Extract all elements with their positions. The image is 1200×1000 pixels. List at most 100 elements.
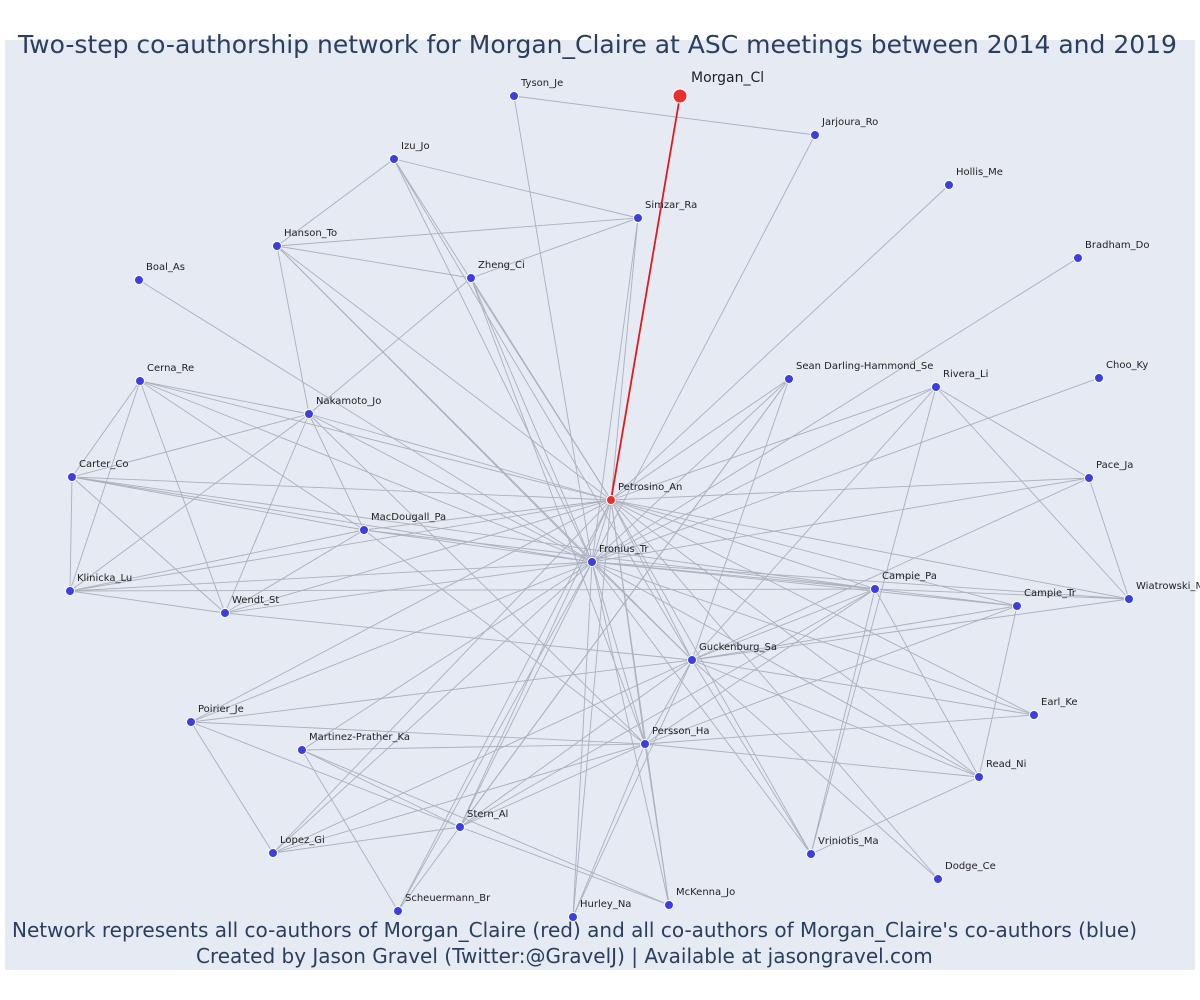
edge-Hanson_To-Nakamoto_Jo [276,245,310,415]
edge-Bradham_Do-Fronius_Tr [591,257,1079,563]
node-McKenna_Jo[interactable] [664,900,674,910]
edge-MacDougall_Pa-Klinicka_Lu [69,529,365,592]
node-Hurley_Na[interactable] [568,912,578,922]
edge-Zheng_Ci-Fronius_Tr [470,277,593,563]
edge-Guckenburg_Sa-Dodge_Ce [691,659,939,880]
node-Read_Ni[interactable] [974,772,984,782]
node-label-Fronius_Tr: Fronius_Tr [599,544,649,555]
edge-Sean-Guckenburg_Sa [691,378,790,661]
node-label-Persson_Ha: Persson_Ha [652,726,709,737]
node-Tyson_Je[interactable] [509,91,519,101]
edge-Hanson_To-Petrosino_An [276,245,612,501]
node-Hollis_Me[interactable] [944,180,954,190]
edge-Campie_Pa-Stern_Al [459,588,876,828]
edge-Carter_Co-Campie_Pa [71,476,876,590]
node-Sean[interactable] [784,374,794,384]
node-Dodge_Ce[interactable] [933,874,943,884]
edge-Pace_Ja-Guckenburg_Sa [691,477,1090,661]
edge-Campie_Pa-Klinicka_Lu [69,588,876,592]
node-label-Rivera_Li: Rivera_Li [943,369,988,380]
edge-Guckenburg_Sa-Hurley_Na [572,659,693,918]
node-Carter_Co[interactable] [67,472,77,482]
edge-Fronius_Tr-Read_Ni [591,561,980,778]
node-label-Stern_Al: Stern_Al [467,809,508,820]
node-Persson_Ha[interactable] [640,739,650,749]
node-Campie_Pa[interactable] [870,584,880,594]
edge-Martinez-Persson_Ha [301,743,646,751]
node-label-Poirier_Je: Poirier_Je [198,704,244,715]
node-Martinez[interactable] [297,745,307,755]
edge-Petrosino_An-Dodge_Ce [610,499,939,880]
edge-Nakamoto_Jo-Carter_Co [71,413,310,478]
node-Campie_Tr[interactable] [1012,601,1022,611]
node-label-Choo_Ky: Choo_Ky [1106,360,1148,371]
highlight-edge [610,95,681,501]
node-Choo_Ky[interactable] [1094,373,1104,383]
node-Scheuermann_Br[interactable] [393,906,403,916]
node-Izu_Jo[interactable] [389,154,399,164]
edge-Campie_Tr-Guckenburg_Sa [691,605,1018,661]
node-Klinicka_Lu[interactable] [65,586,75,596]
edge-Fronius_Tr-Hurley_Na [572,561,593,918]
edge-Fronius_Tr-Martinez [301,561,593,751]
node-Nakamoto_Jo[interactable] [304,409,314,419]
edge-Petrosino_An-Campie_Pa [610,499,876,590]
node-Boal_As[interactable] [134,275,144,285]
node-label-Lopez_Gi: Lopez_Gi [280,835,325,846]
edge-Cerna_Re-Petrosino_An [139,380,612,501]
node-Earl_Ke[interactable] [1029,710,1039,720]
node-Guckenburg_Sa[interactable] [687,655,697,665]
node-Pace_Ja[interactable] [1084,473,1094,483]
node-Lopez_Gi[interactable] [268,848,278,858]
node-Zheng_Ci[interactable] [466,273,476,283]
edge-Stern_Al-McKenna_Jo [459,826,670,906]
edge-Wiatrowski-Guckenburg_Sa [691,598,1130,661]
edge-Hanson_To-Guckenburg_Sa [276,245,693,661]
node-Bradham_Do[interactable] [1073,253,1083,263]
node-Stern_Al[interactable] [455,822,465,832]
edge-Simzar_Ra-Zheng_Ci [470,217,639,279]
node-Rivera_Li[interactable] [931,382,941,392]
edge-Campie_Pa-Read_Ni [874,588,980,778]
edge-Fronius_Tr-McKenna_Jo [591,561,670,906]
edge-Nakamoto_Jo-Petrosino_An [308,413,612,501]
node-Hanson_To[interactable] [272,241,282,251]
node-Simzar_Ra[interactable] [633,213,643,223]
edge-Simzar_Ra-Petrosino_An [610,217,639,501]
edge-Klinicka_Lu-Wendt_St [69,590,226,614]
edge-Petrosino_An-Wendt_St [224,499,612,614]
node-Wiatrowski[interactable] [1124,594,1134,604]
edge-Wendt_St-Guckenburg_Sa [224,612,693,661]
node-Wendt_St[interactable] [220,608,230,618]
node-label-Zheng_Ci: Zheng_Ci [478,260,525,271]
node-label-McKenna_Jo: McKenna_Jo [676,887,735,898]
node-label-Guckenburg_Sa: Guckenburg_Sa [699,642,777,653]
footer-caption: Network represents all co-authors of Mor… [12,918,1138,942]
node-label-Jarjoura_Ro: Jarjoura_Ro [821,117,878,128]
edge-MacDougall_Pa-Petrosino_An [363,499,612,531]
node-label-Hanson_To: Hanson_To [284,228,337,239]
node-Vriniotis_Ma[interactable] [806,849,816,859]
edge-Carter_Co-MacDougall_Pa [71,476,365,531]
node-Petrosino_An[interactable] [606,495,616,505]
node-label-Carter_Co: Carter_Co [79,459,129,470]
node-label-MacDougall_Pa: MacDougall_Pa [371,512,446,523]
edge-Fronius_Tr-Campie_Tr [591,561,1018,607]
edge-Petrosino_An-Earl_Ke [610,499,1035,716]
edge-Fronius_Tr-Guckenburg_Sa [591,561,693,661]
edge-Rivera_Li-Vriniotis_Ma [810,386,937,855]
edge-Guckenburg_Sa-Poirier_Je [190,659,693,723]
edge-Campie_Pa-Persson_Ha [644,588,876,745]
node-MacDougall_Pa[interactable] [359,525,369,535]
node-label-Wiatrowski: Wiatrowski_M [1136,581,1200,592]
edge-Izu_Jo-Guckenburg_Sa [393,158,693,661]
edge-Carter_Co-Klinicka_Lu [69,476,73,592]
node-Morgan_Cl[interactable] [672,88,688,104]
node-Poirier_Je[interactable] [186,717,196,727]
edge-Cerna_Re-Fronius_Tr [139,380,593,563]
node-Jarjoura_Ro[interactable] [810,130,820,140]
edge-Martinez-Stern_Al [301,749,461,828]
node-Cerna_Re[interactable] [135,376,145,386]
node-Fronius_Tr[interactable] [587,557,597,567]
edge-Zheng_Ci-Nakamoto_Jo [308,277,472,415]
